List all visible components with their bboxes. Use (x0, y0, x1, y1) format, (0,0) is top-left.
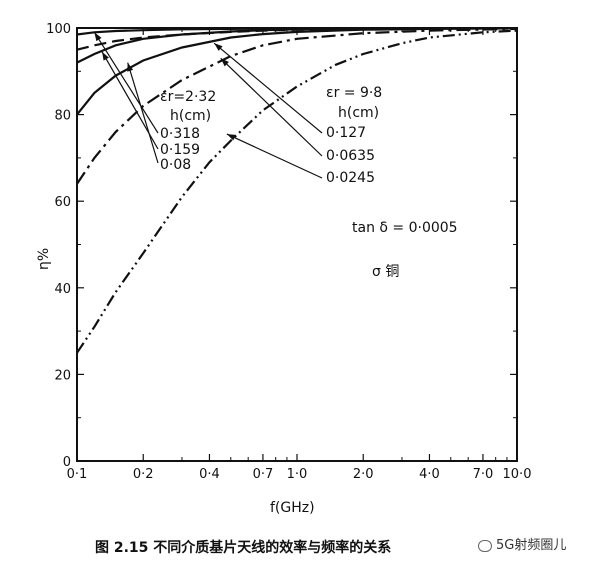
annotation-arrow (213, 42, 323, 134)
ylabel: η% (36, 248, 52, 270)
annotation-sigma: σ 铜 (372, 264, 399, 280)
x-tick-label: 0·2 (133, 467, 154, 482)
annotation-er-left: εr=2·32 (160, 89, 216, 105)
arrow-head (102, 51, 109, 61)
series-label-3: 0·127 (326, 125, 366, 141)
x-tick-label: 0·1 (67, 467, 88, 482)
xlabel: f(GHz) (270, 500, 315, 516)
series-label-5: 0·0245 (326, 170, 375, 186)
series-layer (76, 27, 518, 354)
arrow-head (214, 43, 223, 51)
annotation-arrow (127, 62, 159, 164)
series-line-5 (76, 29, 518, 354)
annotation-er-right: εr = 9·8 (326, 85, 382, 101)
figure-caption: 图 2.15 不同介质基片天线的效率与频率的关系 (95, 540, 392, 556)
x-tick-label: 7·0 (473, 467, 494, 482)
series-label-4: 0·0635 (326, 148, 375, 164)
annotation-h-right: h(cm) (338, 105, 379, 121)
efficiency-chart: 0·1 0·2 0·4 0·7 1·0 2·0 4·0 7·0 10·0 0 20 40 60 80 100… (36, 22, 532, 516)
x-tick-label: 10·0 (503, 467, 532, 482)
arrow-head (127, 62, 134, 72)
plot-frame (76, 27, 518, 462)
series-line-4 (76, 27, 518, 185)
y-tick-label: 40 (54, 282, 71, 297)
watermark-text: 5G射频圈儿 (496, 538, 567, 553)
y-tick-label: 100 (46, 22, 71, 37)
series-line-3 (76, 27, 518, 51)
y-tick-label: 0 (63, 455, 71, 470)
x-tick-label: 2·0 (353, 467, 374, 482)
annotation-arrow (93, 32, 159, 134)
y-tick-label: 60 (54, 195, 71, 210)
annotation-arrow (220, 57, 323, 157)
x-tick-label: 4·0 (419, 467, 440, 482)
annotation-arrow (226, 133, 323, 179)
y-tick-label: 80 (54, 109, 71, 124)
series-label-2: 0·08 (160, 157, 191, 173)
series-label-0: 0·318 (160, 126, 200, 142)
annotation-tan-delta: tan δ = 0·0005 (352, 220, 458, 236)
x-tick-label: 0·4 (199, 467, 220, 482)
watermark: 5G射频圈儿 (478, 534, 566, 553)
arrow-head (94, 32, 102, 42)
annotation-h-left: h(cm) (170, 108, 211, 124)
y-tick-label: 20 (54, 368, 71, 383)
arrow-head (226, 134, 236, 141)
series-label-1: 0·159 (160, 142, 200, 158)
arrow-head (220, 58, 229, 67)
x-tick-label: 1·0 (287, 467, 308, 482)
x-tick-label: 0·7 (253, 467, 274, 482)
series-line-2 (76, 27, 518, 116)
annotation-arrows (93, 32, 323, 179)
wechat-icon (478, 539, 492, 552)
